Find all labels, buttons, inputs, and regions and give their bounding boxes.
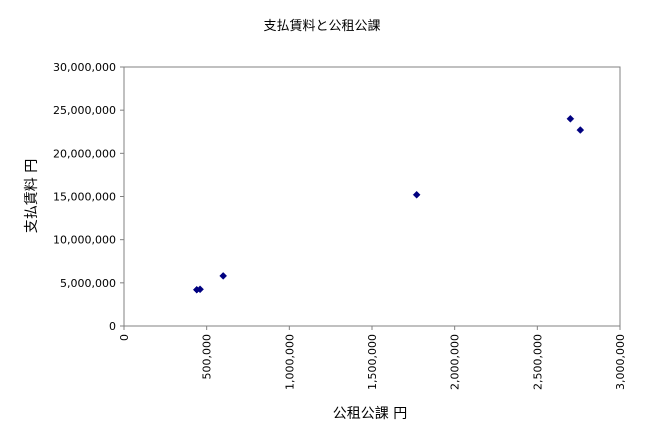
data-point bbox=[196, 285, 204, 294]
y-tick-label: 5,000,000 bbox=[60, 277, 116, 290]
y-axis-ticks: 0 5,000,000 10,000,000 15,000,000 20,000,000… bbox=[53, 61, 124, 333]
x-tick-label: 2,000,000 bbox=[449, 334, 462, 390]
x-tick-label: 2,500,000 bbox=[531, 334, 544, 390]
data-point bbox=[576, 126, 585, 134]
y-tick-label: 0 bbox=[109, 320, 116, 333]
x-tick-label: 3,000,000 bbox=[614, 334, 627, 390]
chart-title: 支払賃料と公租公課 bbox=[263, 18, 380, 34]
x-axis-ticks: 0 500,000 1,000,000 1,500,000 2,000,000 2,500… bbox=[118, 326, 627, 390]
x-tick-label: 1,000,000 bbox=[283, 334, 296, 390]
y-axis-title: 支払賃料 円 bbox=[24, 159, 40, 233]
y-tick-label: 20,000,000 bbox=[53, 147, 116, 160]
data-point bbox=[566, 114, 575, 123]
x-axis-title: 公租公課 円 bbox=[333, 406, 407, 422]
data-point bbox=[412, 190, 421, 199]
y-tick-label: 25,000,000 bbox=[53, 104, 116, 117]
data-points bbox=[192, 114, 585, 294]
x-tick-label: 500,000 bbox=[201, 334, 214, 380]
y-tick-label: 10,000,000 bbox=[53, 234, 116, 247]
x-tick-label: 1,500,000 bbox=[366, 334, 379, 390]
plot-area bbox=[123, 66, 621, 327]
y-tick-label: 15,000,000 bbox=[53, 191, 116, 204]
x-tick-label: 0 bbox=[118, 334, 131, 341]
y-tick-label: 30,000,000 bbox=[53, 61, 116, 74]
data-point bbox=[219, 272, 228, 280]
